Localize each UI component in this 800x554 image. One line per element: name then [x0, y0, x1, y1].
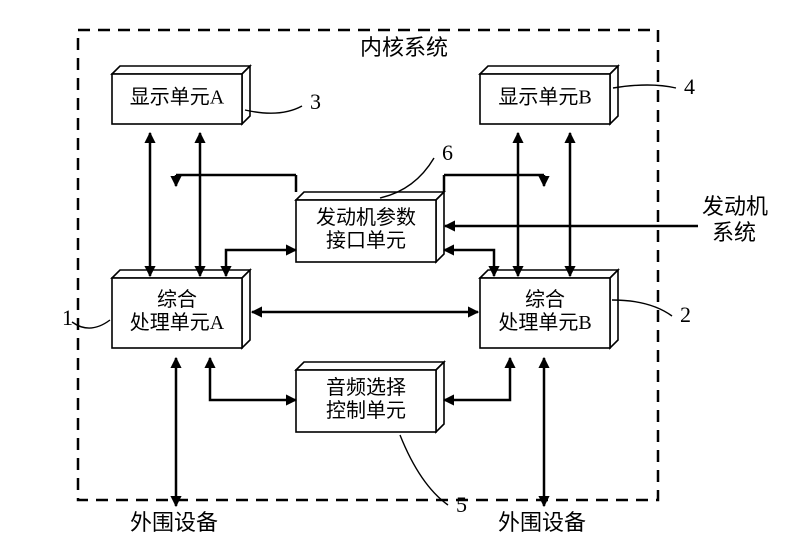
label-l6: 6: [442, 140, 453, 165]
box-procB-line1: 处理单元B: [498, 311, 591, 334]
arrow-audio-procA: [210, 358, 296, 400]
box-audio: 音频选择控制单元: [296, 362, 444, 432]
box-engine: 发动机参数接口单元: [296, 192, 444, 262]
ext-periph_left: 外围设备: [130, 510, 218, 535]
box-engine-line0: 发动机参数: [316, 206, 416, 229]
box-dispB: 显示单元B: [480, 66, 618, 124]
box-procA-line1: 处理单元A: [130, 311, 225, 334]
ext-engine_sys2: 系统: [712, 220, 756, 245]
box-procA-line0: 综合: [157, 288, 197, 311]
lead-l4: [613, 85, 676, 88]
ext-periph_right: 外围设备: [498, 510, 586, 535]
label-l1: 1: [62, 305, 73, 330]
box-procA: 综合处理单元A: [112, 270, 250, 348]
box-audio-line1: 控制单元: [326, 399, 406, 422]
lead-l3: [245, 106, 302, 113]
box-engine-line1: 接口单元: [326, 229, 406, 252]
box-dispA: 显示单元A: [112, 66, 250, 124]
label-l3: 3: [310, 89, 321, 114]
lead-l5: [400, 435, 448, 505]
lead-l2: [612, 300, 672, 316]
box-dispA-line0: 显示单元A: [130, 86, 225, 109]
label-l2: 2: [680, 302, 691, 327]
kernel-system-title: 内核系统: [360, 35, 448, 60]
ext-engine_sys1: 发动机: [702, 194, 768, 219]
arrow-audio-procB: [444, 358, 510, 400]
label-l4: 4: [684, 74, 695, 99]
box-procB: 综合处理单元B: [480, 270, 618, 348]
label-l5: 5: [456, 492, 467, 517]
box-dispB-line0: 显示单元B: [498, 86, 591, 109]
box-procB-line0: 综合: [525, 288, 565, 311]
box-audio-line0: 音频选择: [326, 376, 406, 399]
